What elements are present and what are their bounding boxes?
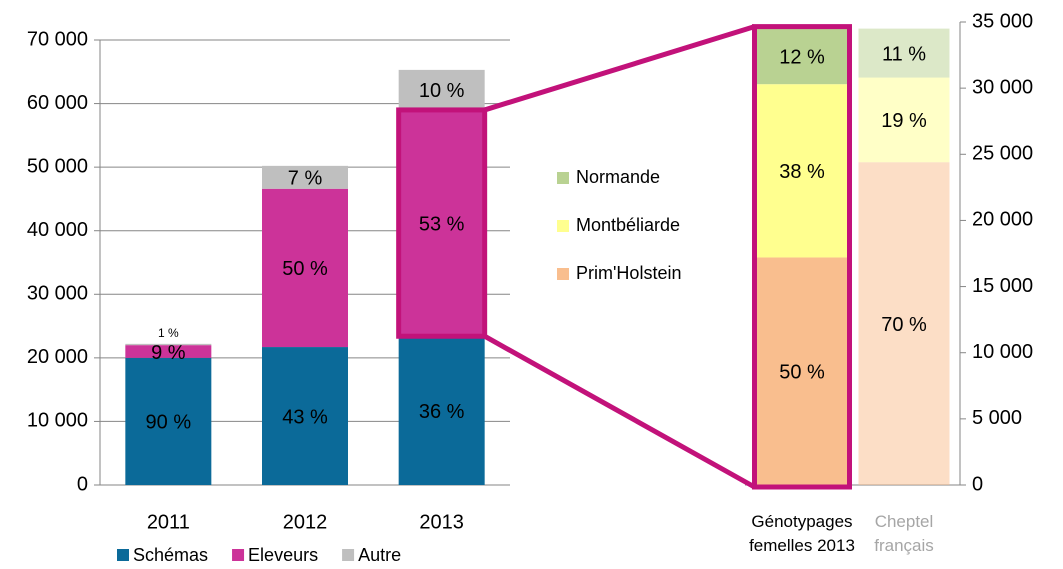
bar-segment: [262, 165, 348, 189]
bar-segment: [125, 345, 212, 358]
y-tick-label: 20 000: [972, 209, 1033, 231]
legend-label: Normande: [576, 167, 660, 187]
y-tick-label: 30 000: [27, 283, 88, 305]
zoom-line: [483, 24, 756, 113]
bar-segment: [262, 347, 348, 485]
value-label: 11 %: [882, 43, 926, 65]
x-tick-label: 2012: [283, 511, 328, 533]
y-tick-label: 40 000: [27, 219, 88, 241]
y-tick-label: 0: [77, 473, 88, 495]
legend-label: Schémas: [133, 545, 208, 565]
bar-segment: [858, 28, 950, 78]
value-label: 12 %: [779, 47, 825, 69]
y-tick-label: 30 000: [972, 76, 1033, 98]
value-label: 10 %: [419, 80, 465, 102]
bar-segment: [858, 162, 950, 486]
y-tick-label: 35 000: [972, 10, 1033, 32]
x-tick-label: Génotypages femelles 2013: [749, 512, 855, 555]
y-tick-label: 0: [972, 473, 983, 495]
bar-segment: [858, 77, 950, 163]
bar-segment: [262, 188, 348, 348]
x-tick-label: 2011: [147, 511, 190, 533]
y-tick-label: 20 000: [27, 346, 88, 368]
y-tick-label: 15 000: [972, 275, 1033, 297]
bar-segment: [756, 28, 848, 85]
bar-segment: [398, 69, 485, 110]
y-tick-label: 10 000: [972, 341, 1033, 363]
value-label: 1 %: [158, 326, 179, 340]
bar-segment: [756, 84, 848, 258]
legend-label: Montbéliarde: [576, 215, 680, 235]
y-tick-label: 5 000: [972, 407, 1022, 429]
highlight-box: [752, 24, 852, 490]
bar-segment: [756, 257, 848, 485]
legend-label: Eleveurs: [248, 545, 318, 565]
value-label: 38 %: [779, 161, 825, 183]
value-label: 9 %: [151, 342, 186, 364]
value-label: 50 %: [779, 362, 825, 384]
legend-swatch: [342, 549, 355, 561]
legend-label: Prim'Holstein: [576, 263, 681, 283]
y-tick-label: 60 000: [27, 92, 88, 114]
zoom-line: [483, 334, 756, 490]
y-tick-label: 25 000: [972, 143, 1033, 165]
legend-swatch: [117, 549, 129, 561]
legend-swatch: [557, 172, 569, 184]
value-label: 90 %: [146, 412, 192, 434]
highlight-box: [396, 107, 488, 339]
legend-swatch: [232, 549, 245, 561]
x-tick-label: 2013: [419, 511, 464, 533]
value-label: 43 %: [282, 406, 328, 428]
legend-label: Autre: [358, 545, 401, 565]
y-tick-label: 10 000: [27, 410, 88, 432]
value-label: 53 %: [419, 213, 465, 235]
bar-segment: [398, 109, 485, 337]
value-label: 50 %: [282, 258, 328, 280]
value-label: 7 %: [288, 168, 323, 190]
value-label: 19 %: [881, 110, 927, 132]
bar-segment: [125, 357, 212, 485]
y-tick-label: 70 000: [27, 28, 88, 50]
x-tick-label: Cheptel français: [874, 512, 934, 555]
value-label: 36 %: [419, 401, 465, 423]
bar-segment: [398, 336, 485, 485]
value-label: 70 %: [881, 314, 927, 336]
legend-swatch: [557, 268, 569, 280]
y-tick-label: 50 000: [27, 155, 88, 177]
legend-swatch: [557, 220, 569, 232]
bar-segment: [125, 343, 212, 346]
